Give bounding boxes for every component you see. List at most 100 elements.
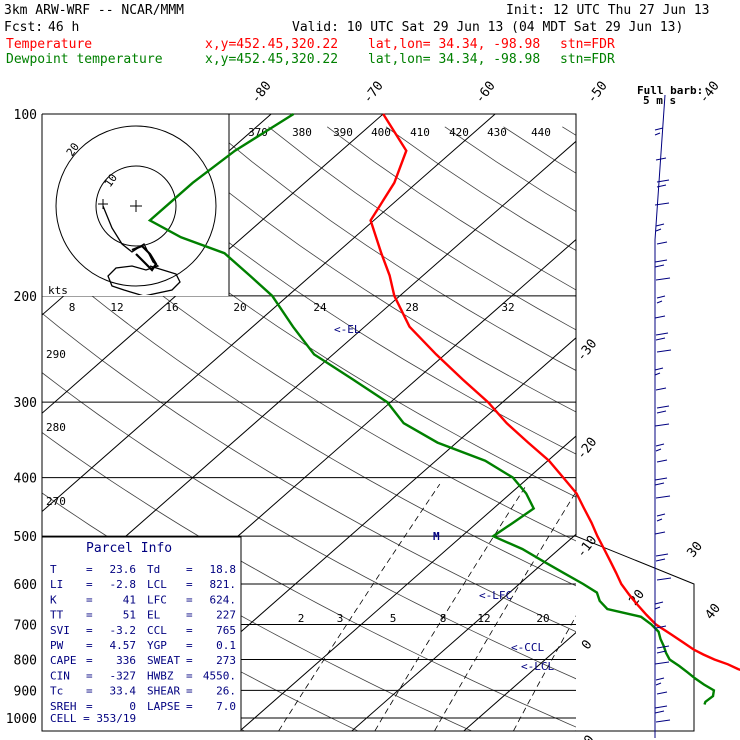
parcel-value-HWBZ: 4550. (203, 669, 236, 682)
parcel-info-border (41, 536, 242, 732)
wind-barb (654, 601, 664, 605)
pressure-label-200: 200 (14, 290, 37, 305)
speed-tick-12: 12 (110, 301, 123, 314)
wind-barb (655, 228, 662, 232)
pressure-label-600: 600 (14, 578, 37, 593)
parcel-value-LAPSE: 7.0 (216, 700, 236, 713)
wind-barb (656, 295, 666, 299)
parcel-info-cell: CELL = 353/19 (50, 712, 136, 725)
wind-barb (654, 710, 665, 714)
wind-barb (655, 223, 665, 227)
dry-adiabat-330 (42, 134, 576, 498)
dewpoint-latlon: lat,lon= 34.34, -98.98 (368, 52, 540, 67)
parcel-key-LFC: LFC (147, 593, 167, 606)
parcel-key-EL: EL (147, 609, 161, 622)
wind-barb (654, 202, 670, 206)
parcel-value-SWEAT: 273 (216, 654, 236, 667)
parcel-eq: = (186, 685, 193, 698)
parcel-eq: = (186, 563, 193, 576)
wind-barb (656, 300, 663, 304)
parcel-value-T: 23.6 (110, 563, 137, 576)
wind-barb (656, 184, 667, 188)
pressure-label-100: 100 (14, 108, 37, 123)
temperature-xy: x,y=452.45,320.22 (205, 37, 338, 52)
dry-adiabat-label-270: 270 (46, 495, 66, 508)
wind-barb (655, 277, 671, 281)
wind-barb (655, 495, 671, 499)
theta-label-440: 440 (531, 126, 551, 139)
isotherm--20 (239, 435, 576, 731)
parcel-value-SHEAR: 26. (216, 685, 236, 698)
parcel-value-K: 41 (123, 593, 136, 606)
isotherm-label--70: -70 (360, 79, 386, 107)
parcel-eq: = (186, 700, 193, 713)
mixing-ratio-label-20: 20 (536, 612, 549, 625)
wind-barb (655, 677, 665, 681)
isotherm-label-0: 0 (579, 637, 596, 652)
wind-barb (654, 372, 661, 376)
mixing-ratio-3 (434, 491, 576, 731)
parcel-eq: = (86, 563, 93, 576)
isotherm--10 (351, 533, 576, 731)
parcel-eq: = (186, 593, 193, 606)
parcel-eq: = (186, 578, 193, 591)
dewpoint-trace (147, 112, 716, 705)
dry-adiabat-300 (42, 312, 576, 633)
forecast-label: Fcst: (4, 20, 43, 35)
wind-barb (654, 367, 664, 371)
wind-barb (654, 423, 670, 427)
isotherm-label--40: -40 (696, 79, 722, 107)
parcel-eq: = (186, 654, 193, 667)
wind-barb (656, 577, 672, 581)
parcel-key-SWEAT: SWEAT (147, 654, 180, 667)
dry-adiabat-420 (562, 126, 576, 136)
wind-barb (656, 349, 672, 353)
wind-barb (655, 682, 662, 686)
wind-barb (655, 337, 666, 341)
parcel-eq: = (86, 639, 93, 652)
mixing-ratio-12 (659, 484, 740, 731)
pressure-label-400: 400 (14, 472, 37, 487)
dry-adiabat-340 (91, 126, 576, 455)
barb-legend-unit: 5 m s (643, 94, 676, 107)
isotherm-label--60: -60 (472, 79, 498, 107)
parcel-value-TT: 51 (123, 609, 136, 622)
mixing-ratio-2 (374, 483, 528, 731)
wind-barb (656, 179, 670, 183)
ccl-marker: <-CCL (511, 641, 544, 654)
theta-label-430: 430 (487, 126, 507, 139)
parcel-key-YGP: YGP (147, 639, 167, 652)
parcel-key-LI: LI (50, 578, 63, 591)
parcel-value-SREH: 0 (129, 700, 136, 713)
dry-adiabat-label-280: 280 (46, 421, 66, 434)
hodograph-ring-inner (95, 165, 177, 247)
wind-barb (654, 315, 666, 319)
dry-adiabat-350 (150, 126, 576, 413)
parcel-eq: = (86, 654, 93, 667)
wind-barb (655, 558, 666, 562)
parcel-key-TT: TT (50, 609, 64, 622)
parcel-eq: = (86, 685, 93, 698)
temperature-station: stn=FDR (560, 37, 615, 52)
pressure-label-900: 900 (14, 684, 37, 699)
parcel-eq: = (186, 669, 193, 682)
wind-barb (656, 691, 668, 695)
mixing-ratio-label-2: 2 (298, 612, 305, 625)
wind-barb (654, 661, 670, 665)
parcel-eq: = (186, 609, 193, 622)
dry-adiabat-280 (42, 432, 576, 728)
dewpoint-xy: x,y=452.45,320.22 (205, 52, 338, 67)
parcel-value-LCL: 821. (210, 578, 237, 591)
init-time: Init: 12 UTC Thu 27 Jun 13 (506, 3, 710, 18)
lfc-marker: <-LFC (479, 589, 512, 602)
isotherm-label--30: -30 (574, 337, 600, 365)
wind-barb (655, 553, 669, 557)
pressure-label-500: 500 (14, 530, 37, 545)
wind-barb (656, 513, 666, 517)
mixing-ratio-5 (513, 615, 576, 731)
parcel-info-title: Parcel Info (86, 541, 172, 556)
pressure-label-800: 800 (14, 653, 37, 668)
dewpoint-station: stn=FDR (560, 52, 615, 67)
parcel-value-YGP: 0.1 (216, 639, 236, 652)
